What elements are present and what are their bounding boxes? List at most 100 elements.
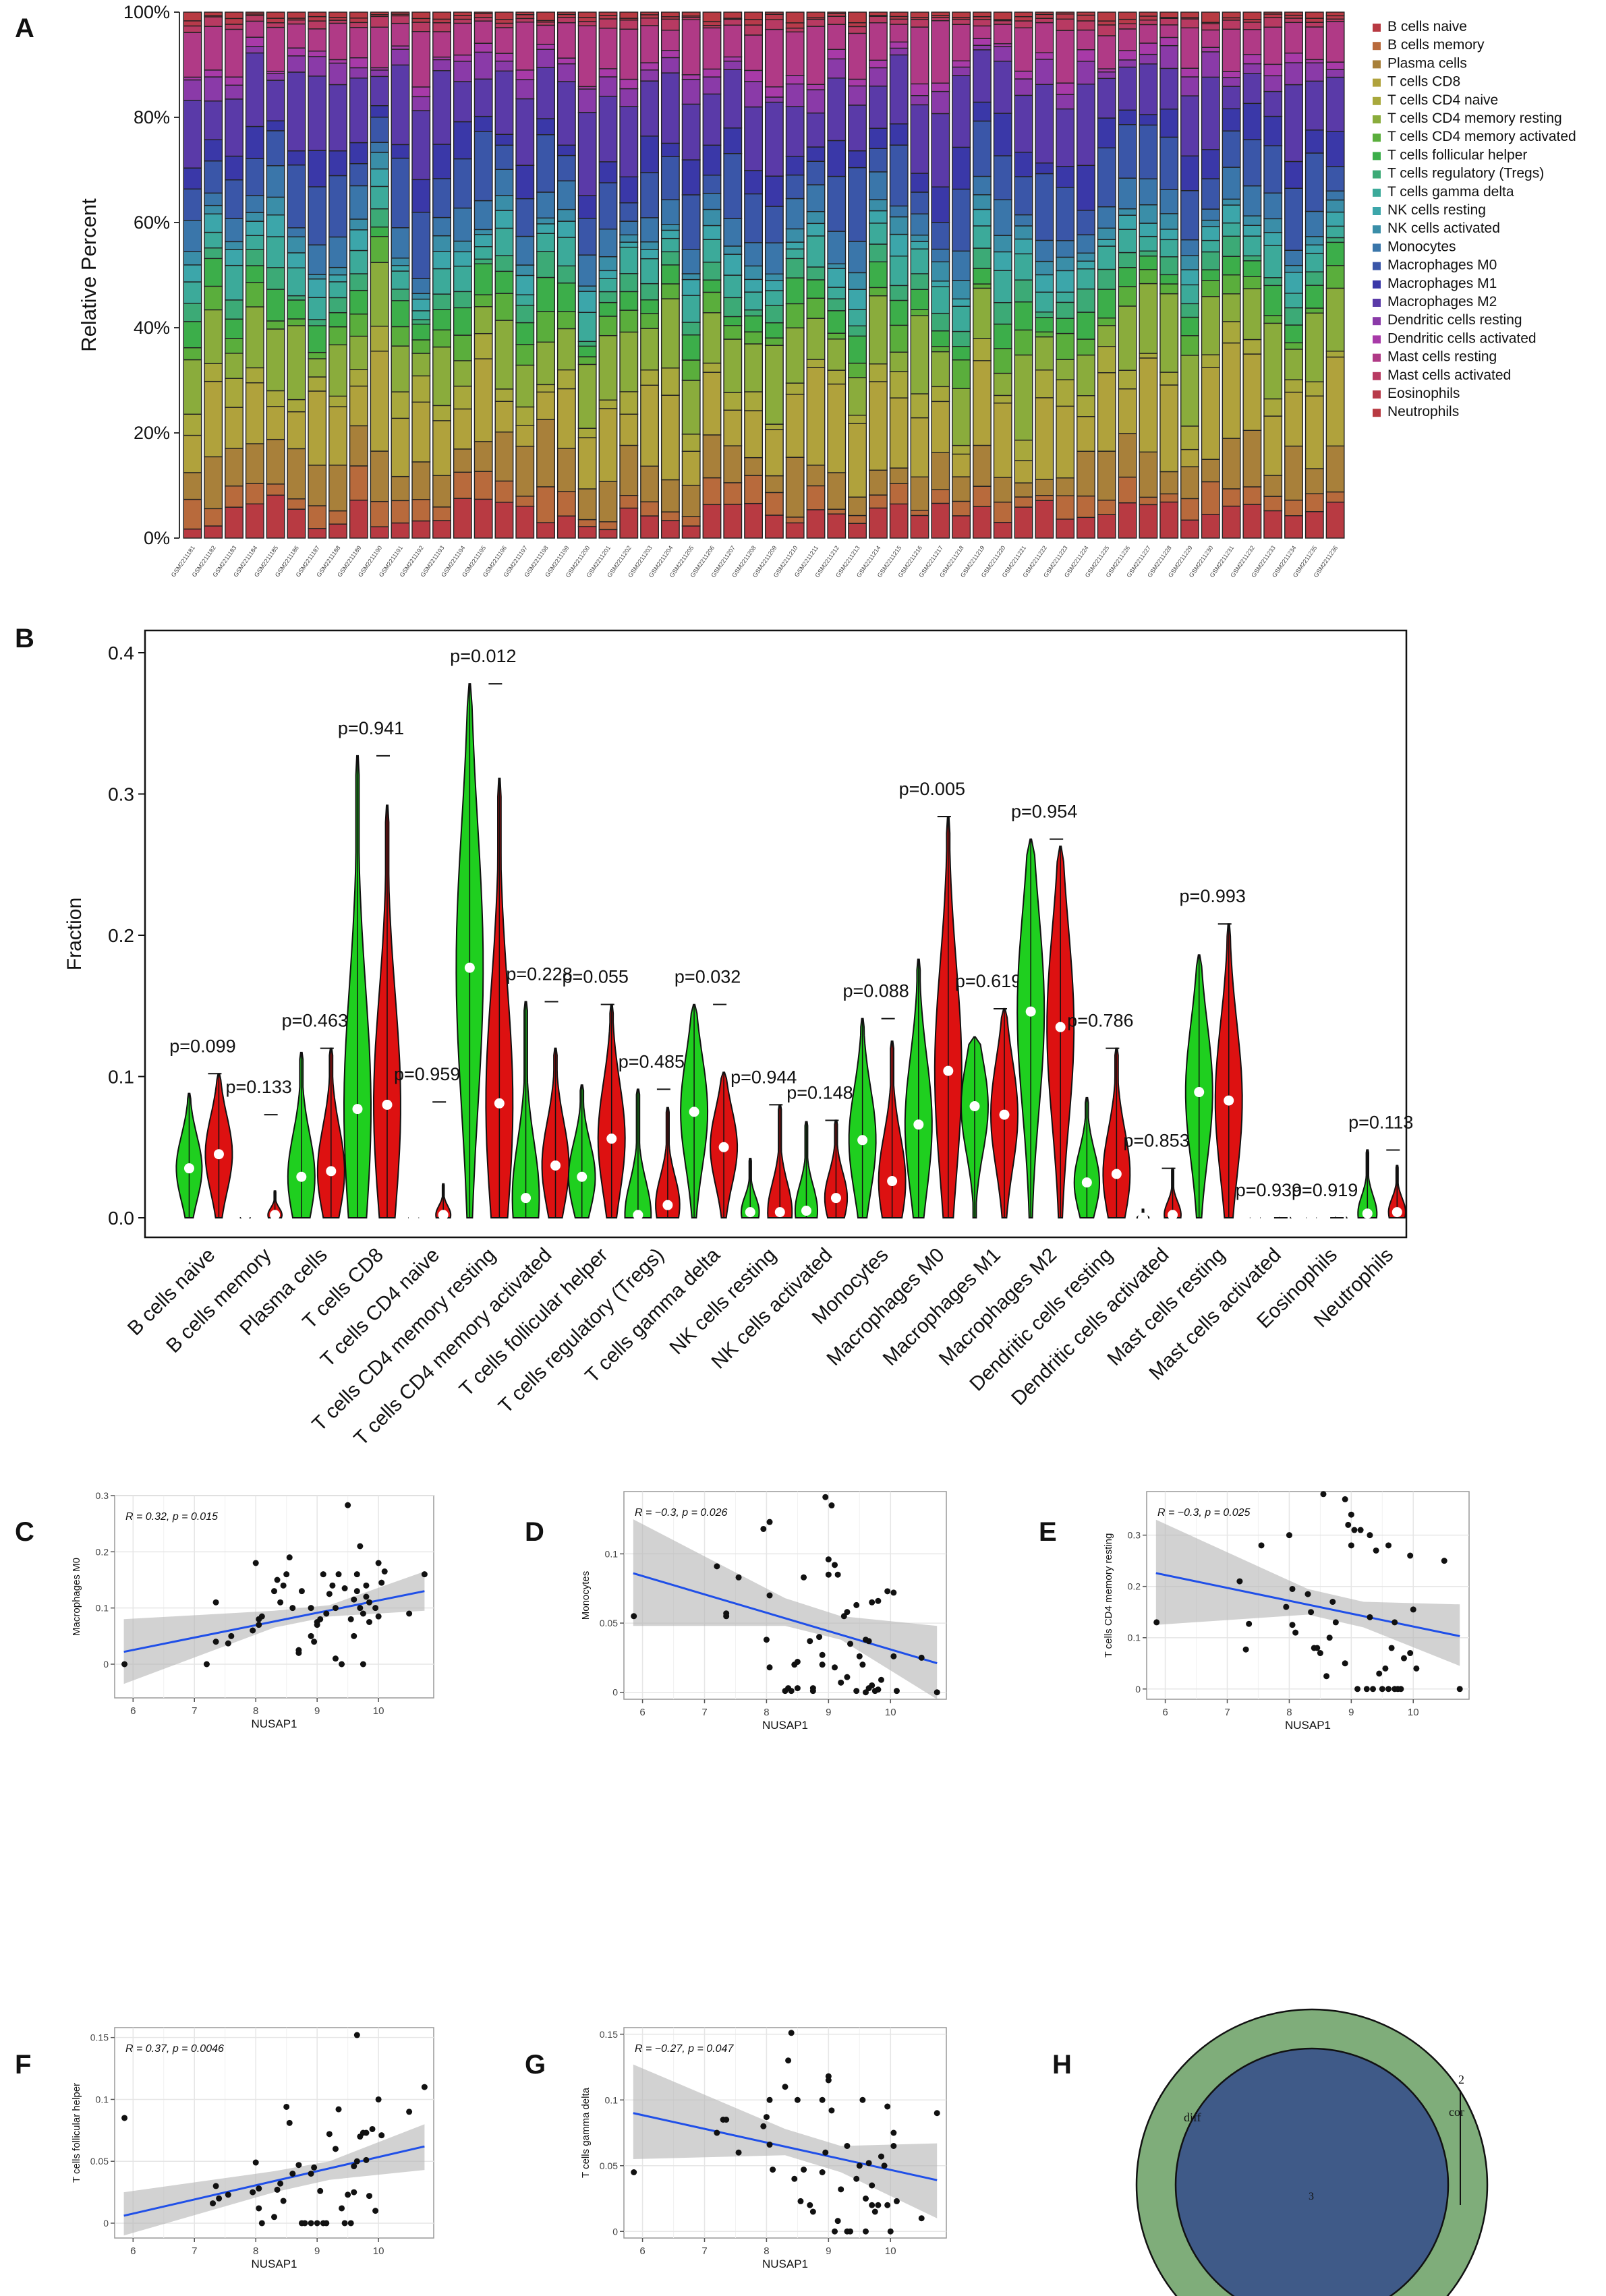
bar-segment (494, 19, 514, 24)
legend-label: T cells regulatory (Tregs) (1387, 166, 1544, 181)
bar-segment (723, 254, 743, 276)
bar-segment (702, 93, 722, 146)
y-tick-label: 0.3 (1128, 1530, 1141, 1541)
panel-label-F: F (15, 2050, 31, 2080)
bar-segment (308, 325, 327, 353)
bar-segment (515, 11, 535, 16)
bar-segment (764, 28, 784, 88)
bar-segment (931, 11, 950, 16)
bar-segment (681, 273, 701, 281)
bar-segment (702, 279, 722, 293)
stacked-bar (640, 11, 660, 539)
normal-median-dot (1025, 1006, 1036, 1017)
stacked-bar (806, 11, 826, 539)
bar-segment (764, 242, 784, 274)
bar-segment (536, 118, 556, 136)
legend-label: T cells CD4 memory resting (1387, 111, 1562, 126)
bar-segment (432, 309, 451, 330)
legend-label: Macrophages M0 (1387, 258, 1497, 273)
bar-segment (577, 112, 597, 196)
data-point (1351, 1527, 1358, 1533)
bar-segment (681, 74, 701, 80)
bar-segment (287, 71, 306, 152)
bar-segment (993, 155, 1012, 200)
data-point (335, 1571, 342, 1578)
bar-segment (494, 134, 514, 146)
legend-label: B cells naive (1387, 19, 1467, 34)
data-point (1342, 1496, 1348, 1502)
bar-segment (204, 76, 223, 102)
bar-segment (183, 20, 202, 27)
data-point (1348, 1511, 1354, 1518)
bar-segment (245, 36, 264, 47)
data-point (308, 1605, 314, 1612)
bar-segment (577, 254, 597, 287)
bar-segment (1180, 155, 1199, 192)
bar-segment (536, 276, 556, 312)
bar-segment (266, 390, 285, 407)
bar-segment (598, 291, 618, 303)
bar-segment (660, 30, 680, 51)
correlation-annotation: R = 0.37, p = 0.0046 (125, 2043, 224, 2055)
bar-segment (287, 11, 306, 19)
bar-segment (806, 485, 826, 510)
bar-segment (619, 19, 639, 30)
bar-segment (1035, 397, 1054, 480)
normal-median-dot (857, 1135, 868, 1146)
legend-label: Monocytes (1387, 239, 1456, 254)
bar-segment (1097, 227, 1116, 240)
y-tick-label: 0.05 (600, 2160, 618, 2171)
bar-segment (1139, 353, 1158, 359)
tumor-median-dot (887, 1176, 898, 1187)
bar-segment (702, 192, 722, 210)
legend-label: T cells CD8 (1387, 74, 1460, 90)
bar-segment (432, 144, 451, 179)
stacked-bar (1118, 11, 1137, 539)
bar-segment (474, 17, 493, 22)
bar-segment (1284, 22, 1303, 54)
bar-segment (308, 56, 327, 77)
bar-segment (1304, 468, 1324, 494)
violin-group (511, 1001, 570, 1218)
bar-segment (308, 278, 327, 298)
bar-segment (411, 298, 431, 312)
data-point (212, 1639, 219, 1645)
bar-segment (577, 526, 597, 539)
bar-segment (952, 11, 971, 18)
bar-segment (910, 476, 929, 511)
bar-segment (370, 105, 389, 118)
bar-segment (266, 320, 285, 330)
data-point (360, 1610, 366, 1617)
bar-segment (785, 258, 805, 278)
bar-segment (1222, 223, 1241, 237)
bar-segment (868, 287, 888, 297)
bar-segment (1180, 303, 1199, 318)
bar-segment (1201, 178, 1220, 210)
data-point (320, 1571, 326, 1578)
data-point (869, 2182, 876, 2189)
bar-segment (1118, 229, 1137, 254)
data-point (1367, 1614, 1373, 1620)
panel-label-E: E (1039, 1517, 1057, 1547)
data-point (1392, 1619, 1398, 1626)
bar-segment (266, 196, 285, 216)
p-value-label: p=0.941 (338, 718, 404, 738)
bar-segment (827, 370, 847, 385)
legend-label: Mast cells activated (1387, 367, 1511, 383)
bar-segment (723, 392, 743, 411)
data-point (1367, 1532, 1373, 1539)
bar-segment (806, 297, 826, 319)
bar-segment (1180, 11, 1199, 18)
stacked-bar (660, 11, 680, 539)
bar-segment (1035, 239, 1054, 262)
bar-segment (204, 11, 223, 17)
bar-segment (1139, 20, 1158, 26)
bar-segment (868, 243, 888, 263)
bar-segment (1056, 301, 1075, 319)
bar-segment (1014, 176, 1033, 216)
bar-segment (1304, 511, 1324, 539)
bar-segment (204, 16, 223, 27)
data-point (351, 1596, 357, 1603)
normal-median-dot (577, 1171, 587, 1182)
